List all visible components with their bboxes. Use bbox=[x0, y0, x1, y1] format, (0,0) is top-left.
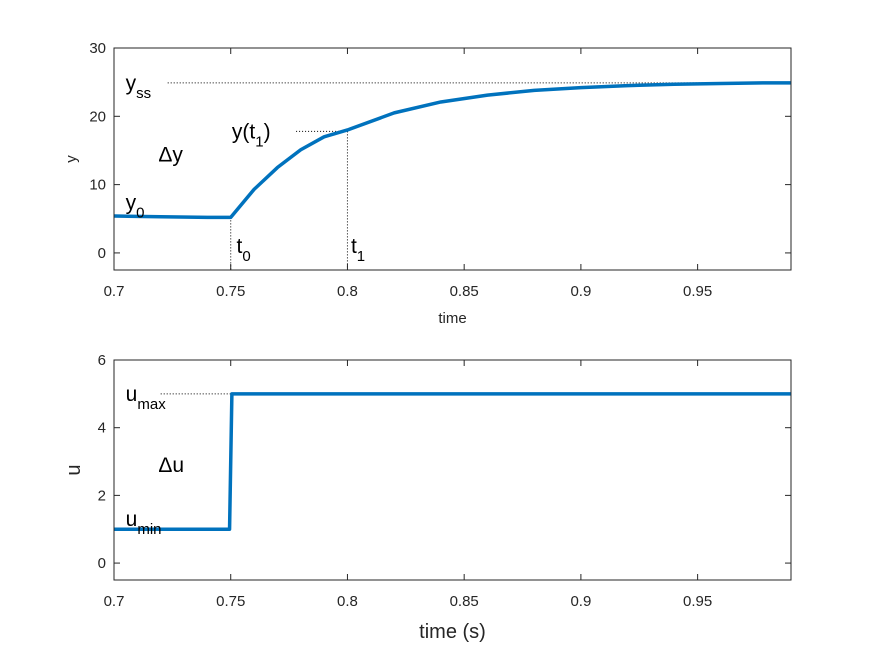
bottom-x-axis-label: time (s) bbox=[419, 621, 486, 643]
y-tick-label: 4 bbox=[98, 420, 106, 437]
top-axes-box bbox=[113, 47, 792, 271]
annotation-label: y(t1) bbox=[232, 120, 271, 150]
x-tick-label: 0.75 bbox=[216, 283, 245, 300]
y-tick-label: 2 bbox=[98, 487, 106, 504]
annotation-label: umin bbox=[126, 508, 162, 538]
bottom-axes-box bbox=[113, 359, 792, 581]
bottom-series-line bbox=[114, 392, 791, 531]
top-x-axis-label: time bbox=[438, 310, 466, 327]
annotation-label: t0 bbox=[237, 235, 251, 265]
x-tick-label: 0.85 bbox=[450, 593, 479, 610]
annotation-label: Δy bbox=[158, 144, 183, 167]
x-tick-label: 0.8 bbox=[337, 593, 358, 610]
x-tick-label: 0.7 bbox=[104, 593, 125, 610]
bottom-input-plot: 0.7 0.75 0.8 0.85 0.9 0.95 0 2 4 6 time (s) u umax Δu… bbox=[63, 352, 792, 643]
y-tick-label: 6 bbox=[98, 352, 106, 369]
x-tick-label: 0.7 bbox=[104, 283, 125, 300]
x-tick-label: 0.8 bbox=[337, 283, 358, 300]
top-response-plot: 0.7 0.75 0.8 0.85 0.9 0.95 0 10 20 30 time y yss y(t1… bbox=[63, 40, 792, 327]
x-tick-label: 0.95 bbox=[683, 283, 712, 300]
x-tick-label: 0.9 bbox=[570, 593, 591, 610]
y-tick-label: 0 bbox=[98, 245, 106, 262]
annotation-label: yss bbox=[126, 72, 152, 102]
x-tick-label: 0.75 bbox=[216, 593, 245, 610]
top-y-axis-label: y bbox=[63, 155, 80, 163]
x-tick-label: 0.9 bbox=[570, 283, 591, 300]
annotation-label: y0 bbox=[126, 191, 145, 221]
y-tick-label: 0 bbox=[98, 555, 106, 572]
y-tick-label: 10 bbox=[89, 177, 106, 194]
annotation-label: Δu bbox=[158, 454, 184, 477]
y-tick-label: 30 bbox=[89, 40, 106, 57]
x-tick-label: 0.85 bbox=[450, 283, 479, 300]
top-series-line bbox=[113, 81, 791, 220]
y-tick-label: 20 bbox=[89, 108, 106, 125]
bottom-y-axis-label: u bbox=[63, 464, 85, 475]
x-tick-label: 0.95 bbox=[683, 593, 712, 610]
annotation-label: umax bbox=[126, 383, 167, 413]
annotation-label: t1 bbox=[351, 235, 365, 265]
